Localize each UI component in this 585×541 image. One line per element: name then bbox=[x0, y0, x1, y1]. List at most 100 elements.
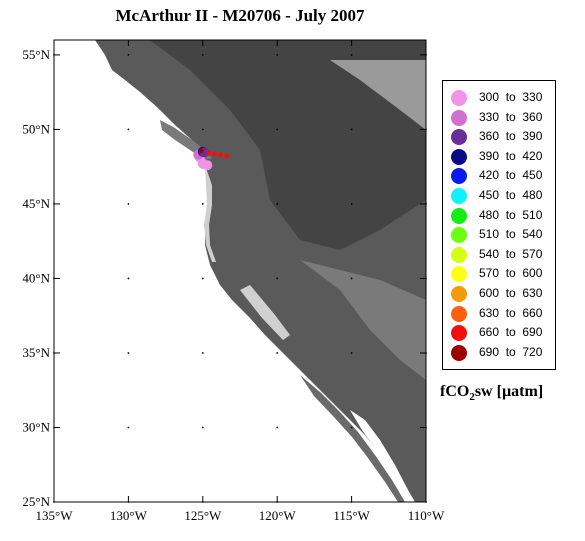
track-point bbox=[218, 152, 224, 158]
track-point bbox=[202, 160, 213, 171]
legend-label: 600 to 630 bbox=[479, 286, 543, 300]
legend-label: 570 to 600 bbox=[479, 266, 543, 281]
lat-tick-label: 55°N bbox=[22, 47, 50, 62]
legend-swatch bbox=[451, 148, 467, 165]
land-coastal-band bbox=[204, 165, 216, 262]
graticule-dot bbox=[201, 203, 204, 205]
land-plain bbox=[330, 60, 426, 130]
lon-tick-label: 130°W bbox=[110, 508, 148, 523]
legend-swatch bbox=[451, 305, 467, 322]
legend-entry: 570 to 600 bbox=[443, 265, 555, 285]
map-frame-border bbox=[53, 39, 427, 503]
lat-tick-label: 40°N bbox=[22, 270, 50, 285]
graticule-dot bbox=[350, 426, 353, 429]
graticule-dot bbox=[425, 352, 427, 354]
legend-swatch bbox=[451, 129, 467, 146]
lat-tick-label: 50°N bbox=[22, 121, 50, 136]
legend-label: 510 to 540 bbox=[479, 227, 543, 242]
graticule-dot bbox=[127, 54, 130, 56]
cruise-track bbox=[193, 146, 230, 171]
lat-tick-label: 25°N bbox=[22, 494, 50, 509]
graticule-dot bbox=[425, 203, 427, 205]
graticule-dot bbox=[276, 203, 279, 205]
land-mid-relief bbox=[300, 260, 426, 380]
legend-label: 300 to 330 bbox=[479, 90, 543, 104]
graticule-dot bbox=[201, 54, 204, 56]
graticule-dot bbox=[276, 352, 279, 354]
legend-label: 690 to 720 bbox=[479, 344, 543, 359]
legend-swatch bbox=[451, 168, 467, 185]
legend-entry: 390 to 420 bbox=[443, 148, 555, 168]
legend-swatch bbox=[451, 266, 467, 283]
latitude-ticks: 55°N 50°N 45°N 40°N 35°N 30°N 25°N bbox=[22, 47, 426, 509]
graticule-dot bbox=[276, 501, 279, 503]
graticule-dot bbox=[53, 54, 55, 56]
lon-tick-label: 135°W bbox=[36, 508, 74, 523]
graticule-dot bbox=[53, 128, 55, 131]
graticule-dot bbox=[425, 54, 427, 56]
graticule-dot bbox=[127, 277, 130, 280]
graticule-dot bbox=[201, 426, 204, 429]
graticule-dot bbox=[127, 203, 130, 205]
track-point bbox=[212, 151, 218, 157]
gulf-of-california bbox=[350, 410, 412, 502]
graticule-dot bbox=[276, 54, 279, 56]
legend-swatch bbox=[451, 344, 467, 361]
legend-units-label: fCO2sw [µatm] bbox=[440, 383, 543, 403]
land-valley bbox=[240, 285, 290, 340]
legend-swatch bbox=[451, 188, 467, 204]
graticule-dot bbox=[53, 501, 55, 503]
graticule-dot bbox=[350, 203, 353, 205]
lat-tick-label: 30°N bbox=[22, 419, 50, 434]
legend-entry: 450 to 480 bbox=[443, 187, 555, 207]
legend-swatch bbox=[451, 207, 467, 224]
fco2-legend: 300 to 330 330 to 360 360 to 390 390 to 420… bbox=[442, 80, 556, 370]
legend-label: 540 to 570 bbox=[479, 246, 543, 261]
graticule-dot bbox=[127, 501, 130, 503]
legend-swatch bbox=[451, 286, 467, 302]
legend-label: 330 to 360 bbox=[479, 109, 543, 124]
graticule-dot bbox=[201, 128, 204, 131]
graticule-dots bbox=[53, 54, 427, 503]
graticule-dot bbox=[276, 426, 279, 429]
units-suffix: sw [µatm] bbox=[474, 383, 544, 400]
legend-entry: 510 to 540 bbox=[443, 226, 555, 246]
legend-entry: 660 to 690 bbox=[443, 324, 555, 344]
legend-swatch bbox=[451, 325, 467, 342]
graticule-dot bbox=[53, 277, 55, 280]
graticule-dot bbox=[53, 426, 55, 429]
lon-tick-label: 125°W bbox=[184, 508, 222, 523]
graticule-dot bbox=[350, 352, 353, 354]
legend-label: 450 to 480 bbox=[479, 188, 543, 202]
lat-tick-label: 45°N bbox=[22, 196, 50, 211]
legend-entry: 300 to 330 bbox=[443, 89, 555, 109]
legend-label: 420 to 450 bbox=[479, 168, 543, 183]
graticule-dot bbox=[276, 128, 279, 131]
graticule-dot bbox=[201, 277, 204, 280]
graticule-dot bbox=[53, 352, 55, 354]
lat-tick-label: 35°N bbox=[22, 345, 50, 360]
legend-label: 630 to 660 bbox=[479, 305, 543, 320]
legend-entry: 420 to 450 bbox=[443, 167, 555, 187]
legend-entry: 360 to 390 bbox=[443, 128, 555, 148]
legend-entry: 630 to 660 bbox=[443, 305, 555, 325]
graticule-dot bbox=[201, 352, 204, 354]
track-point bbox=[224, 153, 230, 159]
graticule-dot bbox=[350, 501, 353, 503]
legend-label: 660 to 690 bbox=[479, 325, 543, 340]
legend-entry: 690 to 720 bbox=[443, 344, 555, 364]
track-point bbox=[198, 148, 204, 154]
graticule-dot bbox=[350, 54, 353, 56]
graticule-dot bbox=[425, 277, 427, 280]
graticule-dot bbox=[201, 501, 204, 503]
legend-entry: 600 to 630 bbox=[443, 285, 555, 305]
legend-swatch bbox=[451, 227, 467, 244]
lon-tick-label: 120°W bbox=[259, 508, 297, 523]
graticule-dot bbox=[276, 277, 279, 280]
track-point bbox=[206, 150, 212, 156]
longitude-ticks: 135°W 130°W 125°W 120°W 115°W 110°W bbox=[36, 40, 445, 523]
graticule-dot bbox=[425, 426, 427, 429]
legend-label: 360 to 390 bbox=[479, 129, 543, 144]
lon-tick-label: 115°W bbox=[333, 508, 370, 523]
